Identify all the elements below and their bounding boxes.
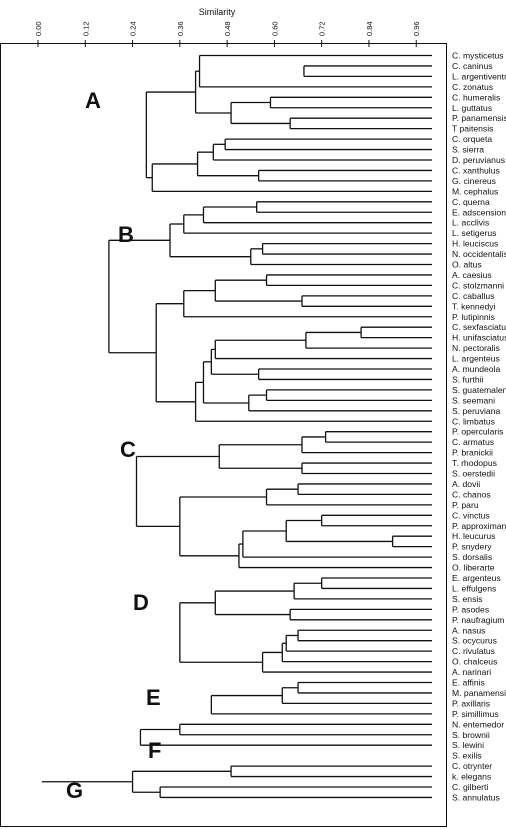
leaf-label: A. nasus <box>452 625 485 635</box>
leaf-label: C. orqueta <box>452 134 492 144</box>
leaf-label: k. elegans <box>452 772 491 782</box>
x-tick-label: 0.48 <box>223 21 232 36</box>
leaf-label: S. ensis <box>452 594 483 604</box>
leaf-label: E. argenteus <box>452 573 501 583</box>
leaf-label: S. annulatus <box>452 792 500 802</box>
leaf-label: L. setigerus <box>452 228 496 238</box>
leaf-label: L. argenteus <box>452 354 500 364</box>
leaf-label: L. effulgens <box>452 583 496 593</box>
leaf-label: D. peruvianus <box>452 155 505 165</box>
leaf-label: E. affinis <box>452 678 485 688</box>
leaf-label: C. vinctus <box>452 510 490 520</box>
leaf-label: C. otrynter <box>452 761 492 771</box>
leaf-label: A. dovii <box>452 479 480 489</box>
x-tick-label: 0.60 <box>270 21 279 36</box>
leaf-label: S. ocycurus <box>452 636 497 646</box>
leaf-label: S. brownii <box>452 730 490 740</box>
x-tick-label: 0.24 <box>129 21 138 36</box>
leaf-label: P. naufragium <box>452 615 504 625</box>
cluster-group-label: D <box>133 590 149 615</box>
x-tick-label: 0.84 <box>365 21 374 36</box>
cluster-group-label: A <box>85 88 101 113</box>
leaf-label: T. rhodopus <box>452 458 497 468</box>
leaf-label: P. asodes <box>452 604 489 614</box>
cluster-group-label: E <box>146 685 161 710</box>
x-axis-ticks: 0.00 0.12 0.24 0.36 0.48 0.60 0.72 0.84 0.96 <box>34 21 421 47</box>
leaf-label: N. pectoralis <box>452 343 500 353</box>
leaf-label: P. simillimus <box>452 709 499 719</box>
leaf-label: A. narinari <box>452 667 491 677</box>
x-axis-title: Similarity <box>199 7 236 17</box>
leaf-label: O. liberarte <box>452 563 495 573</box>
cluster-group-label: C <box>120 437 136 462</box>
leaf-label: C. rivulatus <box>452 646 495 656</box>
plot-frame <box>0 43 447 827</box>
leaf-label: S. furthii <box>452 374 484 384</box>
leaf-label: C. chanos <box>452 489 491 499</box>
leaf-label: N. entemedor <box>452 719 504 729</box>
x-tick-label: 0.36 <box>176 21 185 36</box>
dendrogram-branches <box>41 54 432 799</box>
leaf-label: C. humeralis <box>452 92 500 102</box>
leaf-label: P. panamensis <box>452 113 506 123</box>
leaf-label: O. chalceus <box>452 657 497 667</box>
leaf-label: S. peruviana <box>452 406 500 416</box>
leaf-label: T. kennedyi <box>452 301 496 311</box>
leaf-label: T paitensis <box>452 124 493 134</box>
leaf-label: L. acclivis <box>452 218 489 228</box>
leaf-label: N. occidentalis <box>452 249 506 259</box>
leaf-label: C. caninus <box>452 61 493 71</box>
leaf-label: C. armatus <box>452 437 494 447</box>
x-tick-label: 0.12 <box>81 21 90 36</box>
leaf-label: P. branickii <box>452 448 493 458</box>
leaf-label: C. limbatus <box>452 416 495 426</box>
cluster-group-label: F <box>148 738 161 763</box>
leaf-label: P. axillaris <box>452 698 490 708</box>
leaf-label: S. dorsalis <box>452 552 492 562</box>
leaf-label: M. panamensis <box>452 688 506 698</box>
leaf-label: G. cinereus <box>452 176 496 186</box>
leaf-label: C. stolzmanni <box>452 280 504 290</box>
group-labels: A B C D E F G <box>66 88 161 803</box>
leaf-label: L. argentiventris <box>452 71 506 81</box>
leaf-label: P. approximans <box>452 521 506 531</box>
leaf-label: A. mundeola <box>452 364 500 374</box>
leaf-label: H. unifasciatus <box>452 333 506 343</box>
leaf-label: C. querna <box>452 197 490 207</box>
leaf-label: C. caballus <box>452 291 495 301</box>
leaf-label: S. exilis <box>452 751 482 761</box>
x-tick-label: 0.72 <box>318 21 327 36</box>
cluster-group-label: G <box>66 778 83 803</box>
leaf-label: S. guatemalensis <box>452 385 506 395</box>
leaf-label: S. sierra <box>452 145 484 155</box>
leaf-label: P. lutipinnis <box>452 312 495 322</box>
leaf-label: E. adscensionis <box>452 207 506 217</box>
leaf-label: C. zonatus <box>452 82 493 92</box>
leaf-label: A. caesius <box>452 270 492 280</box>
leaf-label: C. xanthulus <box>452 165 500 175</box>
leaf-label: O. altus <box>452 260 482 270</box>
leaf-label: C. mysticetus <box>452 51 504 61</box>
leaf-label: S. lewini <box>452 740 484 750</box>
leaf-label: S. oerstedii <box>452 469 495 479</box>
leaf-label: P. opercularis <box>452 427 503 437</box>
leaf-label: P. paru <box>452 500 479 510</box>
leaf-label: L. guttatus <box>452 103 492 113</box>
cluster-group-label: B <box>118 222 134 247</box>
x-tick-label: 0.96 <box>412 21 421 36</box>
leaf-label: P. snydery <box>452 542 492 552</box>
leaf-label: H. leucurus <box>452 531 495 541</box>
leaf-label: C. sexfasciatus <box>452 322 506 332</box>
leaf-label: H. leuciscus <box>452 239 498 249</box>
leaf-label: S. seemani <box>452 395 495 405</box>
leaf-label: M. cephalus <box>452 186 498 196</box>
x-tick-label: 0.00 <box>34 21 43 36</box>
leaf-label: C. gilberti <box>452 782 488 792</box>
